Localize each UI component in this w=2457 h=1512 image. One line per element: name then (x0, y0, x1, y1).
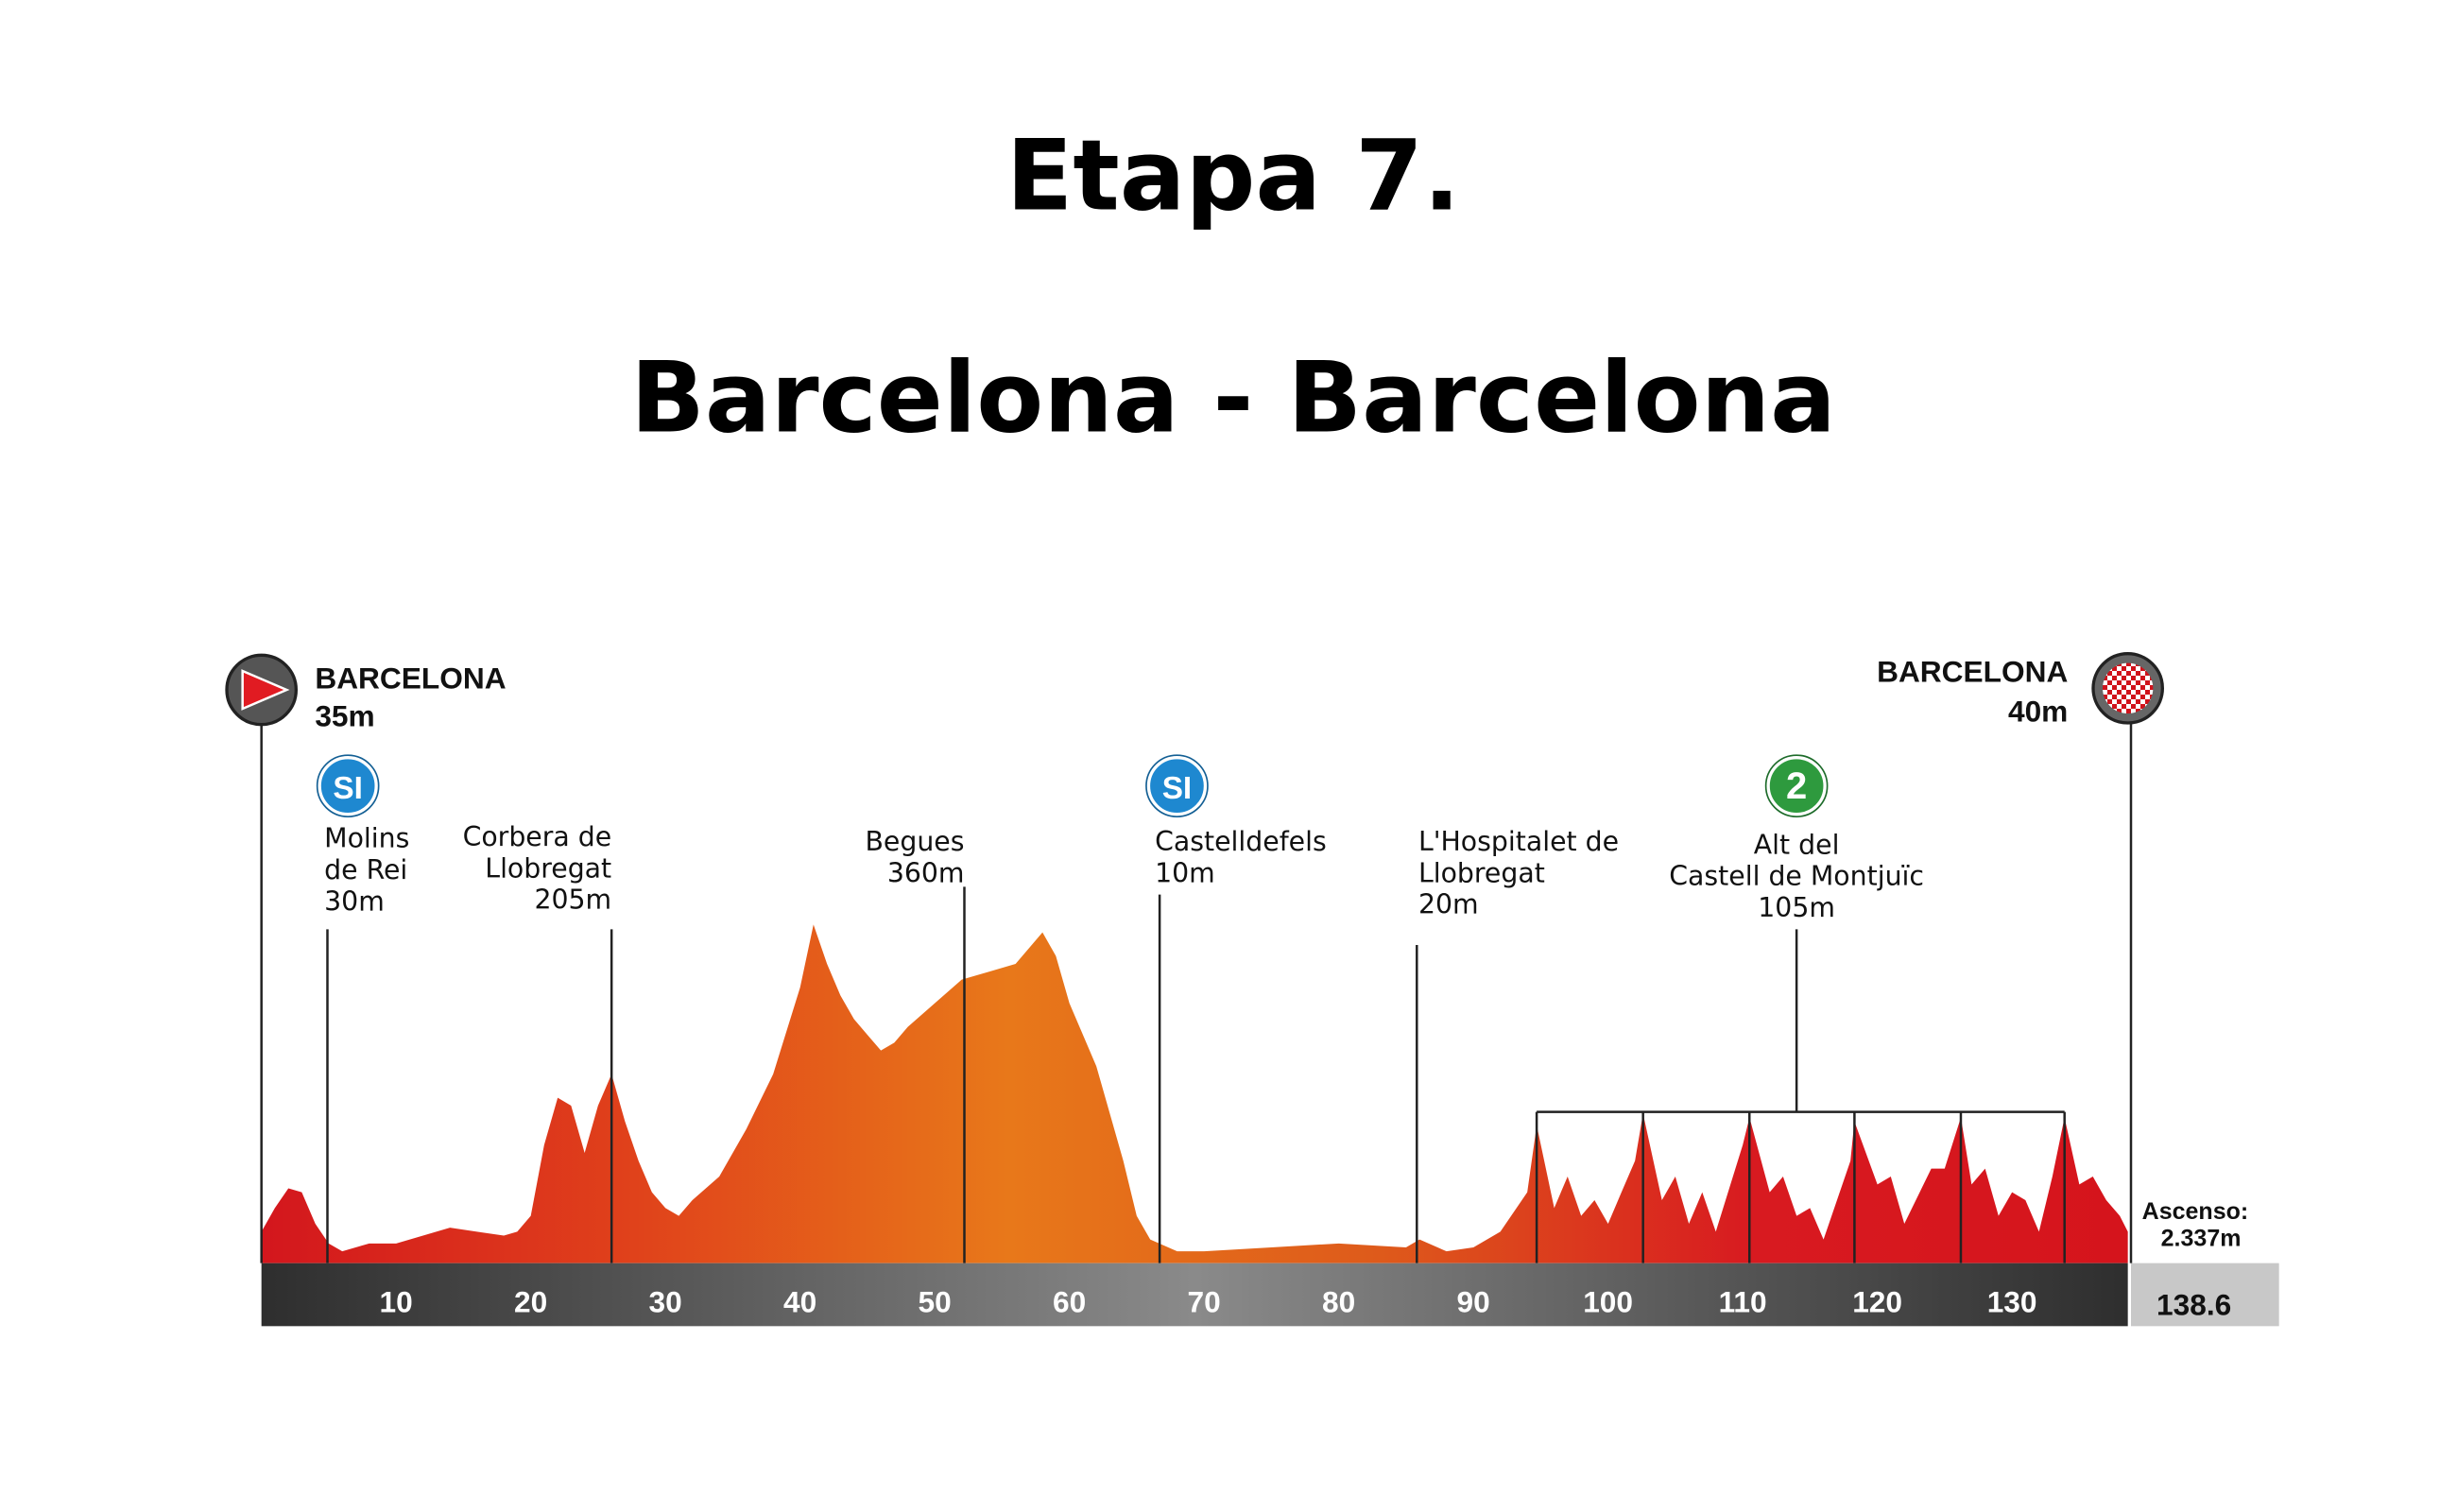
waypoint-label: Castelldefels (1155, 826, 1327, 857)
start-arrow (241, 669, 290, 711)
waypoint-icon-text: SI (1162, 771, 1193, 806)
start-name: BARCELONA (315, 661, 506, 695)
x-tick-label: 60 (1053, 1284, 1086, 1318)
finish-name: BARCELONA (1877, 655, 2068, 689)
waypoint-icon (318, 756, 378, 816)
climbing-label: Ascenso: (2142, 1198, 2249, 1225)
waypoint-label: 205m (534, 885, 611, 916)
waypoint-icon-ring (1145, 754, 1209, 818)
waypoint-label: Llobregat (1418, 857, 1545, 888)
waypoint-label: 10m (1155, 857, 1215, 888)
waypoint-icon-text: 2 (1786, 765, 1807, 807)
x-tick-label: 70 (1188, 1284, 1221, 1318)
x-tick-label: 120 (1852, 1284, 1902, 1318)
title: Etapa 7. (1006, 120, 1461, 233)
waypoint-label: 105m (1758, 892, 1835, 923)
finish-elevation: 40m (2008, 694, 2068, 728)
waypoint-label: 360m (887, 857, 965, 888)
waypoint-icon-ring (1764, 754, 1829, 818)
x-tick-label: 80 (1322, 1284, 1355, 1318)
waypoint-label: de Rei (324, 854, 407, 885)
waypoint-label: 30m (324, 885, 385, 917)
distance-axis (261, 1263, 2128, 1327)
waypoint-label: Begues (865, 826, 964, 857)
x-tick-label: 20 (514, 1284, 547, 1318)
x-tick-label: 130 (1987, 1284, 2037, 1318)
waypoint-icon (1766, 756, 1827, 816)
x-tick-label: 40 (783, 1284, 816, 1318)
waypoint-label: Alt del (1754, 829, 1840, 860)
waypoint-label: Castell de Montjuïc (1669, 861, 1924, 892)
total-distance: 138.6 (2156, 1288, 2231, 1322)
total-distance-box (2131, 1263, 2279, 1327)
waypoint-label: Molins (324, 823, 409, 854)
finish-checks (2103, 662, 2154, 713)
x-tick-label: 110 (1719, 1284, 1767, 1318)
x-tick-label: 30 (649, 1284, 682, 1318)
x-tick-label: 100 (1583, 1284, 1633, 1318)
waypoint-label: L'Hospitalet de (1418, 826, 1619, 857)
elevation-area (261, 924, 2128, 1263)
waypoint-icon-text: SI (333, 771, 363, 806)
climbing-value: 2.337m (2161, 1225, 2242, 1251)
x-tick-label: 50 (919, 1284, 952, 1318)
waypoint-icon-ring (316, 754, 380, 818)
subtitle: Barcelona - Barcelona (630, 342, 1836, 455)
x-tick-label: 90 (1457, 1284, 1490, 1318)
waypoint-label: Llobregat (485, 852, 611, 884)
waypoint-icon (1146, 756, 1208, 816)
start-elevation: 35m (315, 698, 374, 732)
waypoint-label: Corbera de (463, 821, 612, 852)
x-tick-label: 10 (380, 1284, 413, 1318)
waypoint-label: 20m (1418, 889, 1479, 920)
